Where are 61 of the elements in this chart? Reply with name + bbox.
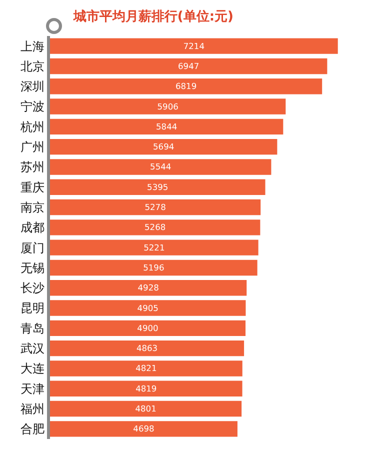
data-label: 4698: [133, 424, 154, 434]
y-tick-label: 青岛: [20, 321, 45, 336]
bar: [50, 58, 328, 74]
bar: [50, 421, 238, 437]
y-tick-label: 南京: [20, 200, 45, 214]
bar: [50, 260, 258, 276]
y-tick-label: 深圳: [20, 80, 45, 94]
bar: [50, 179, 266, 195]
data-label: 5196: [143, 262, 164, 272]
data-label: 4900: [137, 322, 158, 333]
data-label: 5395: [147, 182, 168, 192]
bar: [50, 280, 247, 296]
data-label: 5694: [153, 142, 174, 152]
bar: [50, 240, 258, 256]
bar: [50, 360, 242, 376]
chart-title: 城市平均月薪排行(单位:元): [72, 8, 234, 25]
y-tick-label: 厦门: [20, 240, 45, 255]
bar: [50, 138, 278, 155]
bar: [50, 98, 286, 114]
y-tick-label: 杭州: [20, 120, 45, 134]
y-tick-label: 无锡: [20, 260, 45, 275]
y-tick-label: 武汉: [20, 342, 45, 356]
y-tick-label: 苏州: [20, 160, 45, 174]
data-label: 5844: [156, 121, 178, 132]
bar: [50, 78, 322, 94]
data-label: 4863: [136, 343, 158, 354]
data-label: 4928: [138, 282, 159, 293]
y-tick-label: 成都: [20, 220, 45, 235]
y-tick-label: 长沙: [20, 281, 45, 296]
data-label: 5544: [150, 162, 172, 172]
bar: [50, 38, 338, 54]
y-tick-label: 广州: [20, 140, 45, 154]
y-tick-label: 合肥: [20, 422, 45, 436]
bar: [50, 220, 260, 236]
data-label: 5278: [144, 202, 166, 212]
bar: [50, 340, 244, 356]
data-label: 5906: [157, 101, 178, 112]
data-label: 7214: [183, 40, 205, 51]
data-label: 4905: [137, 302, 158, 313]
bar: [50, 199, 261, 216]
bar: [50, 380, 242, 396]
data-label: 6819: [175, 81, 197, 92]
data-label: 5268: [144, 222, 166, 232]
y-tick-label: 昆明: [20, 301, 45, 316]
y-tick-label: 大连: [20, 362, 45, 376]
y-tick-label: 福州: [20, 402, 45, 416]
data-label: 5221: [144, 242, 165, 252]
data-label: 4821: [136, 363, 157, 374]
y-tick-label: 天津: [20, 382, 45, 396]
data-label: 4819: [136, 383, 157, 394]
y-tick-label: 北京: [20, 59, 45, 74]
y-tick-label: 重庆: [20, 180, 45, 194]
y-tick-label: 上海: [20, 39, 45, 54]
bar: [50, 400, 242, 417]
bar: [50, 118, 284, 135]
bar: [50, 300, 246, 316]
bar: [50, 320, 246, 336]
data-label: 6947: [178, 61, 200, 71]
data-label: 4801: [135, 404, 156, 414]
y-tick-label: 宁波: [20, 100, 45, 114]
bar: [50, 159, 272, 175]
